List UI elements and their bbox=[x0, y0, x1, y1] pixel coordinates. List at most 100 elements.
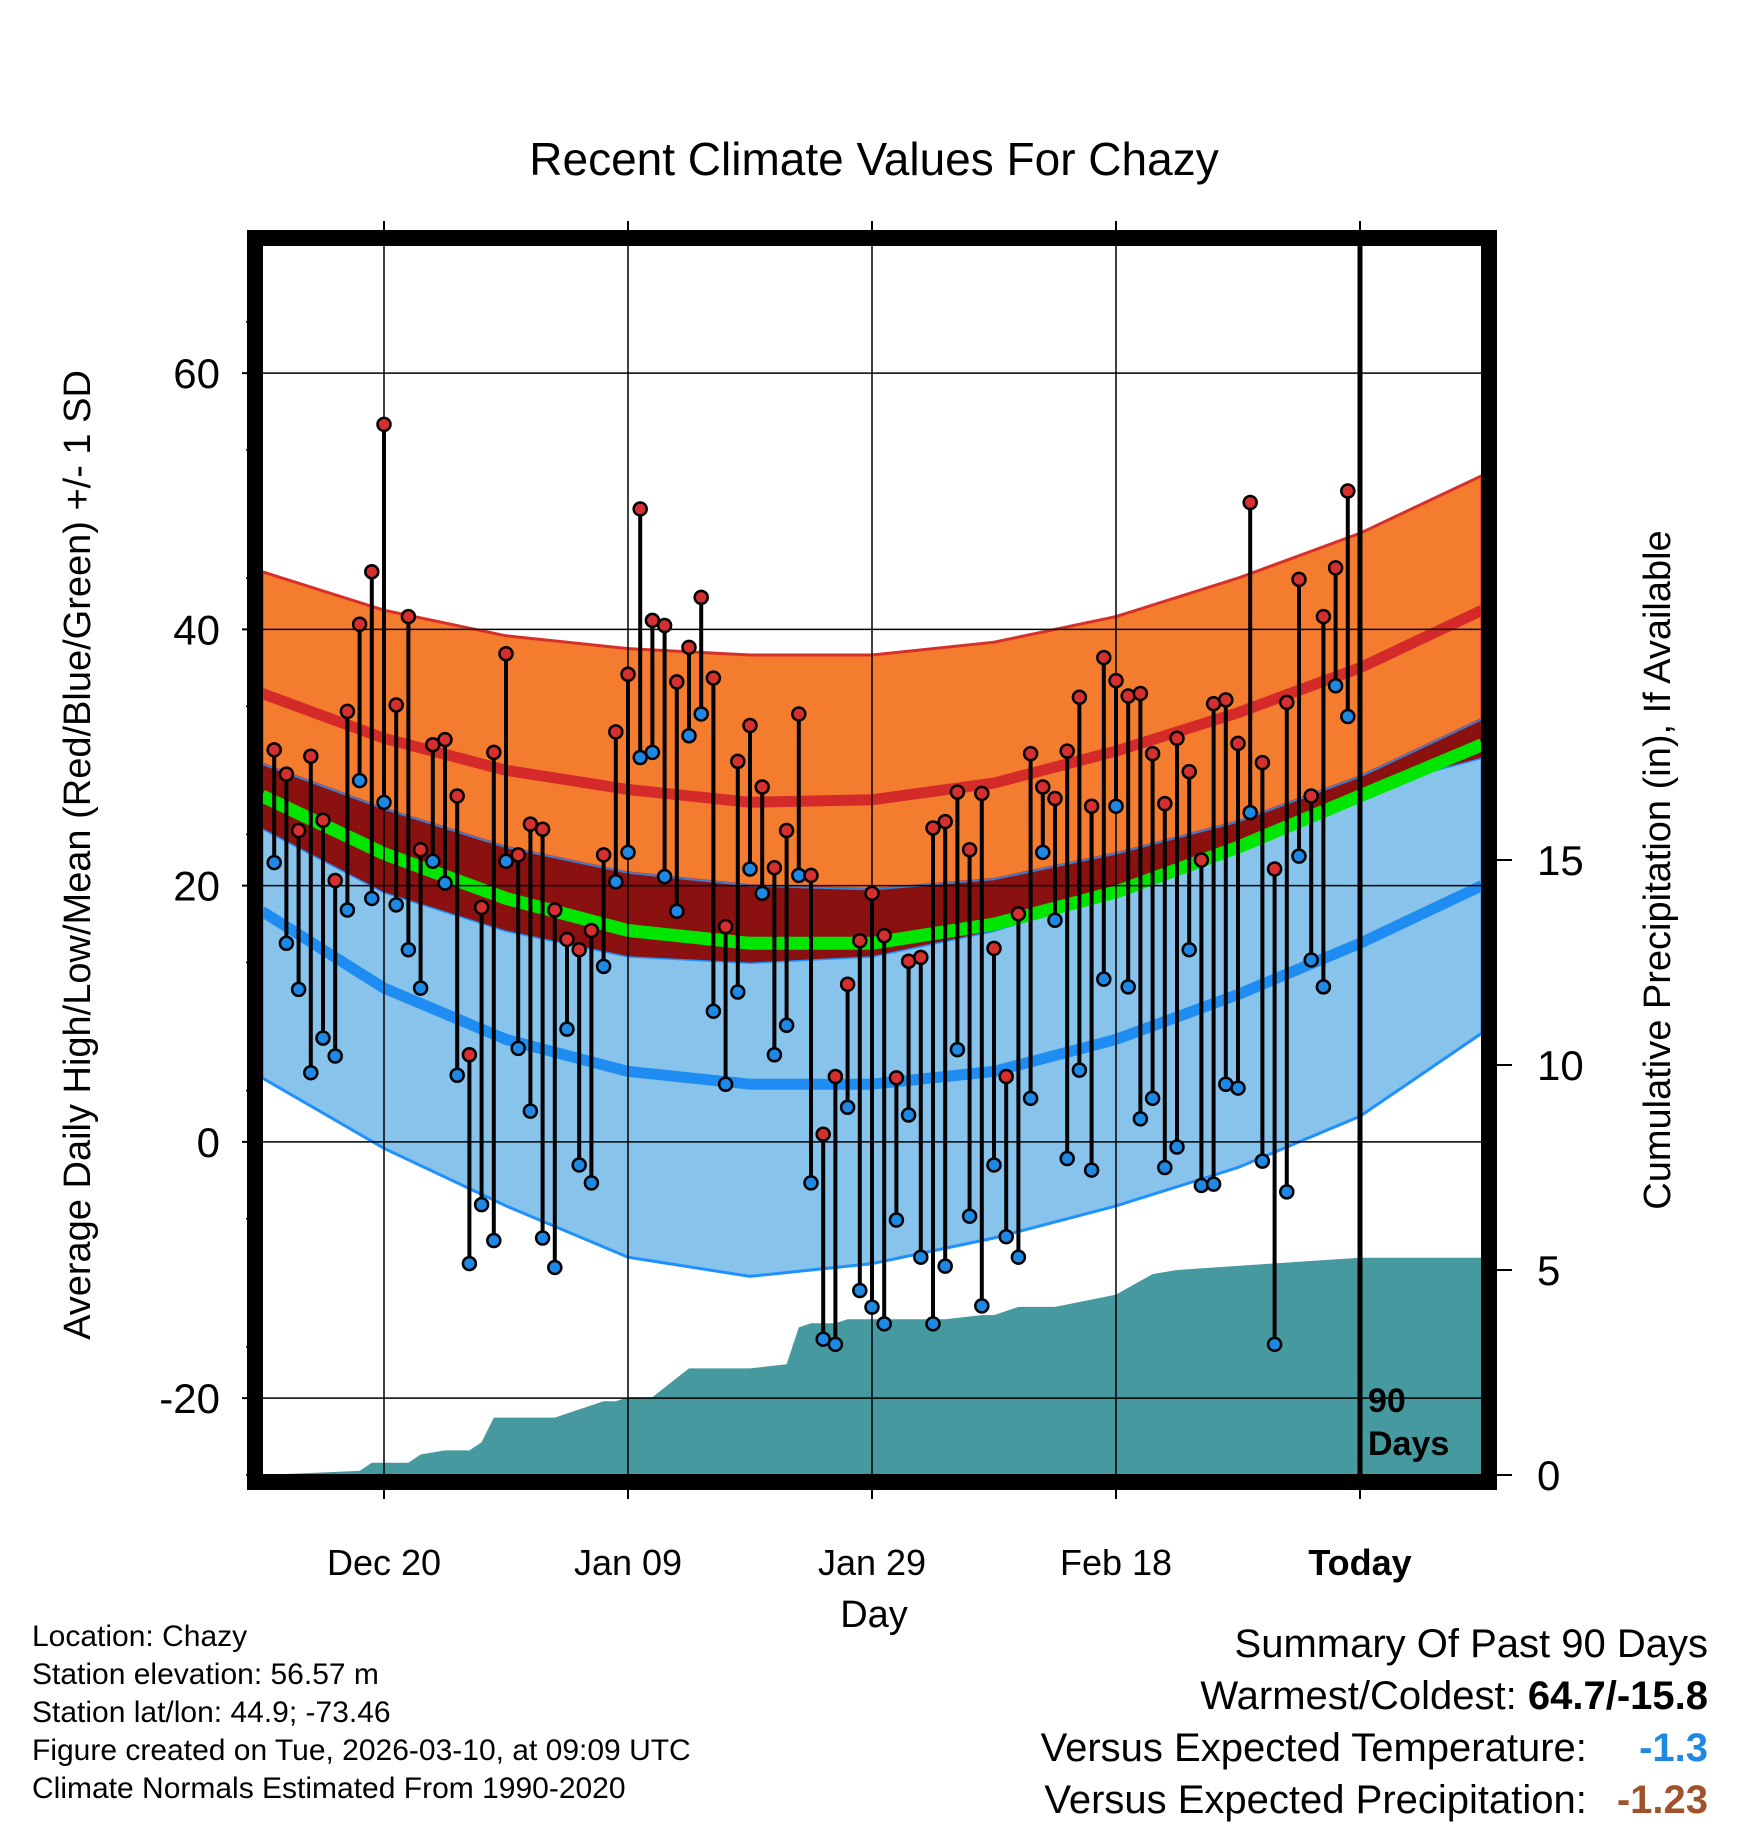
obs-low-point bbox=[486, 1232, 502, 1249]
versus-precip-row: Versus Expected Precipitation: -1.23 bbox=[1041, 1774, 1708, 1826]
obs-low-point bbox=[827, 1336, 844, 1353]
obs-low-point bbox=[1083, 1162, 1100, 1178]
obs-high-point bbox=[278, 766, 295, 782]
obs-high-point bbox=[632, 501, 648, 517]
obs-high-point bbox=[583, 922, 600, 939]
obs-low-point bbox=[620, 844, 636, 861]
obs-high-point bbox=[547, 902, 563, 918]
obs-low-point bbox=[1144, 1090, 1161, 1107]
obs-low-point bbox=[449, 1067, 465, 1083]
obs-low-point bbox=[998, 1228, 1014, 1245]
obs-high-point bbox=[803, 867, 819, 884]
x-tick-label: Today bbox=[1308, 1542, 1411, 1583]
y2-tick-label: 10 bbox=[1537, 1042, 1584, 1089]
obs-low-point bbox=[1181, 941, 1197, 958]
station-info: Location: Chazy Station elevation: 56.57… bbox=[32, 1618, 691, 1808]
overlap-band bbox=[262, 719, 1482, 963]
obs-high-point bbox=[327, 872, 343, 889]
obs-high-point bbox=[791, 706, 807, 722]
obs-high-point bbox=[266, 742, 282, 758]
obs-low-point bbox=[534, 1230, 551, 1246]
today-label-number: 90 bbox=[1368, 1382, 1406, 1420]
versus-precip-label: Versus Expected Precipitation: bbox=[1044, 1778, 1587, 1822]
obs-low-point bbox=[742, 861, 758, 877]
obs-low-point bbox=[351, 772, 368, 789]
obs-low-point bbox=[913, 1249, 929, 1265]
obs-low-point bbox=[656, 868, 673, 885]
obs-high-point bbox=[595, 847, 612, 863]
obs-high-point bbox=[1096, 649, 1112, 666]
obs-low-point bbox=[303, 1064, 319, 1081]
obs-high-point bbox=[510, 847, 526, 863]
obs-high-point bbox=[498, 645, 514, 662]
obs-low-point bbox=[1205, 1176, 1222, 1192]
obs-low-point bbox=[1242, 804, 1258, 821]
obs-low-point bbox=[693, 706, 709, 722]
obs-high-point bbox=[1157, 795, 1173, 812]
obs-low-point bbox=[1291, 848, 1307, 864]
obs-high-point bbox=[1254, 754, 1271, 771]
obs-low-point bbox=[510, 1040, 526, 1057]
obs-low-point bbox=[974, 1298, 990, 1314]
obs-low-point bbox=[644, 744, 661, 761]
obs-low-point bbox=[339, 902, 356, 918]
chart-title: Recent Climate Values For Chazy bbox=[529, 133, 1218, 185]
warmest-coldest-value: 64.7/-15.8 bbox=[1527, 1674, 1708, 1718]
obs-high-point bbox=[1230, 735, 1246, 752]
obs-high-point bbox=[376, 416, 392, 433]
obs-high-point bbox=[1047, 790, 1063, 807]
obs-high-point bbox=[1303, 788, 1319, 804]
obs-low-point bbox=[1266, 1336, 1283, 1353]
y2-tick-label: 5 bbox=[1537, 1247, 1560, 1294]
obs-low-point bbox=[400, 941, 417, 958]
obs-low-point bbox=[437, 875, 453, 891]
today-label-unit: Days bbox=[1368, 1425, 1449, 1463]
obs-low-point bbox=[778, 1017, 795, 1034]
x-axis-label: Day bbox=[840, 1594, 908, 1636]
y-tick-label: 0 bbox=[197, 1119, 220, 1166]
obs-low-point bbox=[1108, 798, 1124, 814]
obs-high-point bbox=[400, 608, 417, 625]
obs-high-point bbox=[778, 822, 795, 839]
obs-low-point bbox=[461, 1255, 478, 1272]
obs-high-point bbox=[1035, 779, 1051, 795]
obs-high-point bbox=[742, 717, 758, 734]
obs-high-point bbox=[998, 1068, 1014, 1085]
obs-low-point bbox=[937, 1258, 953, 1274]
obs-high-point bbox=[437, 731, 453, 748]
versus-temp-value: -1.3 bbox=[1639, 1726, 1708, 1770]
obs-high-point bbox=[913, 949, 929, 966]
obs-high-point bbox=[1193, 852, 1210, 868]
obs-low-point bbox=[1157, 1159, 1173, 1176]
warmest-coldest-label: Warmest/Coldest: bbox=[1200, 1674, 1517, 1718]
obs-low-point bbox=[412, 980, 429, 996]
obs-high-point bbox=[986, 940, 1002, 957]
obs-high-point bbox=[864, 885, 880, 902]
obs-low-point bbox=[876, 1316, 892, 1332]
obs-high-point bbox=[1010, 906, 1027, 922]
obs-high-point bbox=[290, 822, 307, 839]
obs-high-point bbox=[1169, 730, 1185, 747]
obs-high-point bbox=[705, 670, 722, 686]
obs-high-point bbox=[315, 812, 331, 829]
obs-low-point bbox=[754, 885, 770, 902]
obs-low-point bbox=[1010, 1249, 1027, 1265]
obs-high-point bbox=[1071, 689, 1088, 706]
obs-low-point bbox=[1230, 1080, 1246, 1096]
y2-tick-label: 0 bbox=[1537, 1452, 1560, 1499]
obs-high-point bbox=[1059, 743, 1075, 759]
obs-high-point bbox=[693, 589, 709, 606]
obs-low-point bbox=[583, 1175, 600, 1191]
summary-panel: Summary Of Past 90 Days Warmest/Coldest:… bbox=[1041, 1618, 1708, 1826]
obs-low-point bbox=[376, 794, 392, 811]
normals-text: Climate Normals Estimated From 1990-2020 bbox=[32, 1772, 626, 1805]
obs-high-point bbox=[339, 703, 356, 720]
y-tick-label: -20 bbox=[159, 1375, 220, 1422]
summary-heading: Summary Of Past 90 Days bbox=[1234, 1622, 1708, 1666]
obs-low-point bbox=[425, 853, 441, 870]
obs-low-point bbox=[522, 1103, 539, 1119]
obs-high-point bbox=[608, 724, 624, 740]
versus-temp-row: Versus Expected Temperature: -1.3 bbox=[1041, 1722, 1708, 1774]
obs-low-point bbox=[595, 958, 612, 975]
